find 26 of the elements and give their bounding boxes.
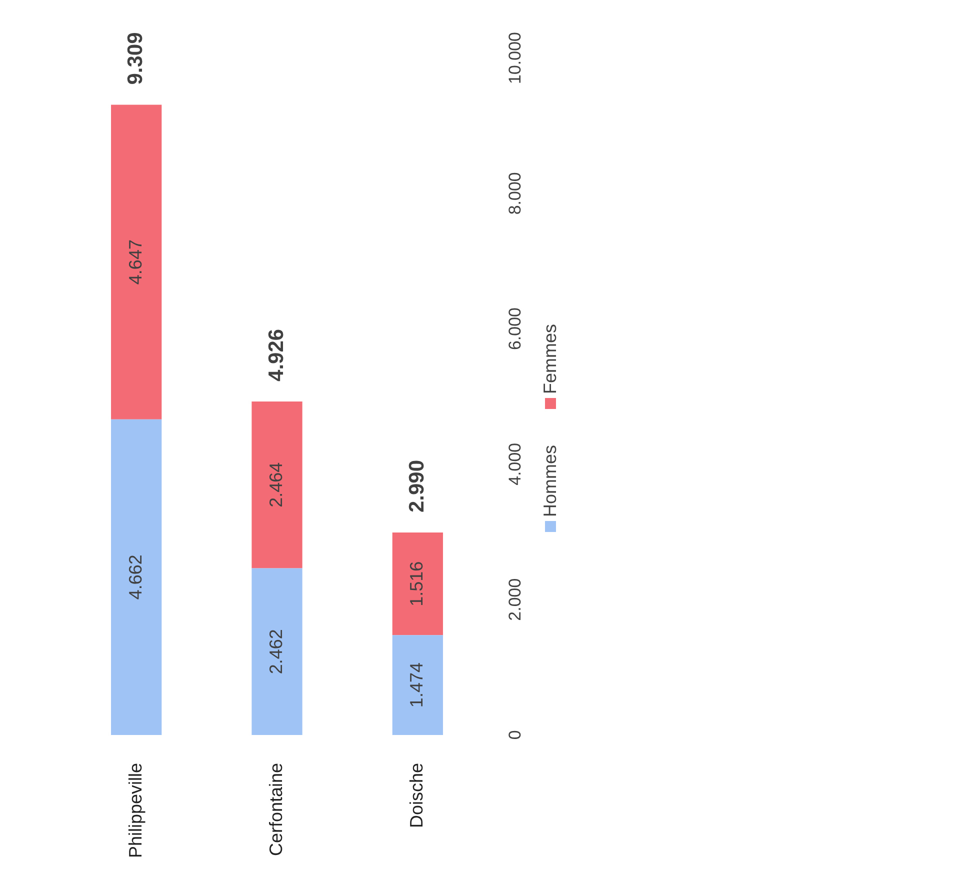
total-label: 9.309 bbox=[124, 32, 148, 85]
bar bbox=[252, 401, 302, 568]
y-tick-label: 8.000 bbox=[506, 172, 525, 215]
y-tick-label: 0 bbox=[506, 730, 525, 740]
data-label: 4.647 bbox=[125, 240, 146, 285]
bar bbox=[111, 104, 162, 420]
y-tick-label: 2.000 bbox=[506, 578, 525, 621]
total-label: 4.926 bbox=[264, 328, 288, 382]
bar bbox=[392, 635, 443, 735]
data-label: 2.462 bbox=[266, 629, 286, 674]
y-tick-label: 6.000 bbox=[506, 308, 525, 350]
data-label: 1.516 bbox=[406, 561, 427, 606]
text: Femmes bbox=[540, 324, 561, 394]
data-label: 4.662 bbox=[125, 554, 146, 600]
text: Hommes bbox=[540, 445, 561, 518]
bar bbox=[252, 568, 302, 735]
data-label: 1.474 bbox=[406, 662, 427, 708]
x-tick-label: Cerfontaine bbox=[266, 762, 286, 856]
total-label: 2.990 bbox=[405, 460, 428, 513]
bar bbox=[111, 419, 162, 735]
data-label: 2.464 bbox=[266, 462, 286, 508]
x-tick-label: Doische bbox=[406, 762, 427, 828]
y-tick-label: 4.000 bbox=[506, 442, 525, 486]
bar bbox=[392, 532, 443, 636]
x-tick-label: Philippeville bbox=[125, 762, 146, 858]
y-tick-label: 10.000 bbox=[506, 32, 525, 84]
